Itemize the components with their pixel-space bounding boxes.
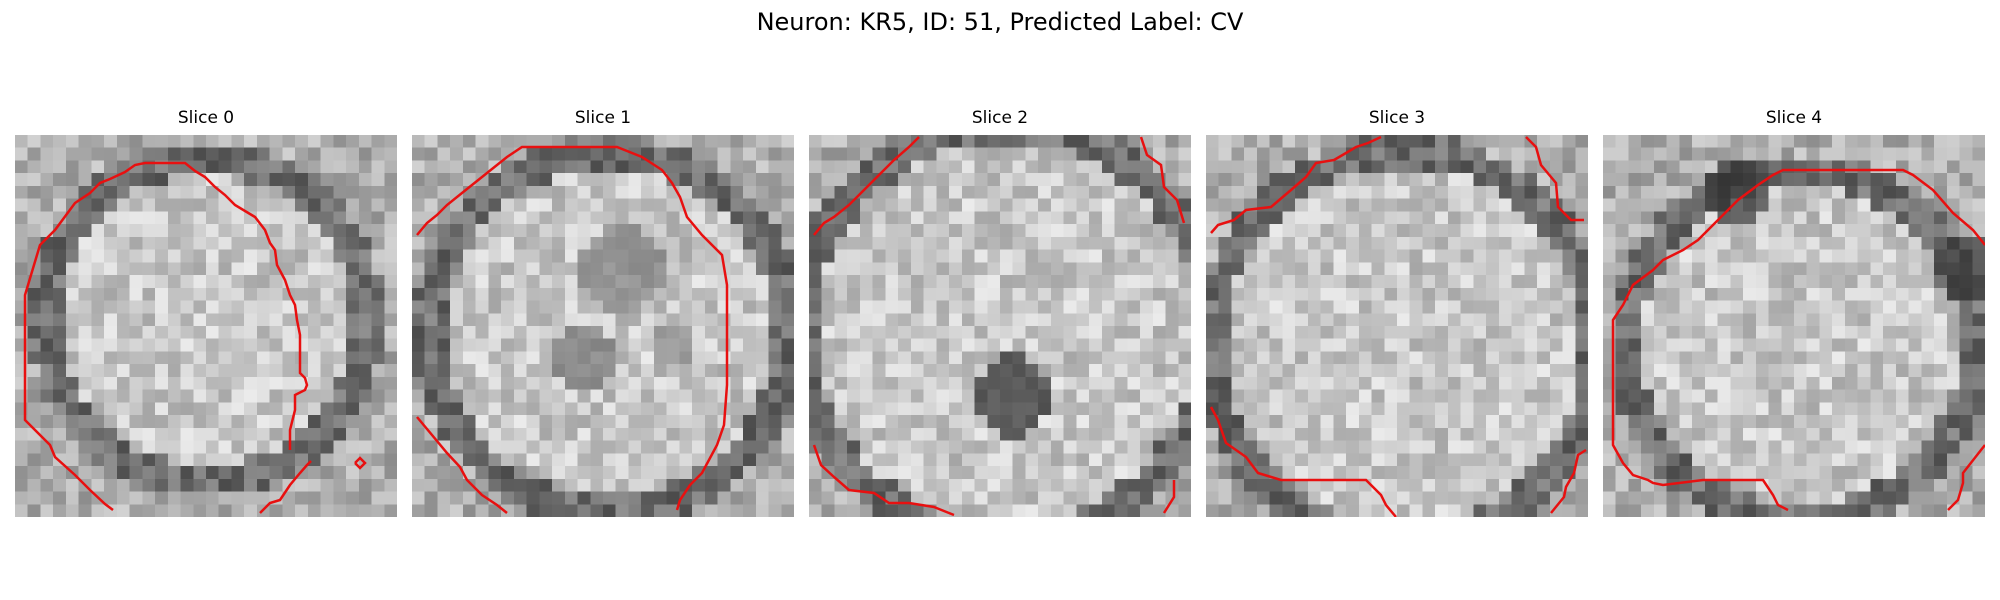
slice-title: Slice 2 [971, 108, 1029, 128]
contour-line [1947, 444, 1985, 511]
slice-title: Slice 4 [1765, 108, 1823, 128]
figure-title: Neuron: KR5, ID: 51, Predicted Label: CV [756, 8, 1244, 36]
contour-line [1139, 136, 1186, 224]
contour-overlay [1209, 135, 1587, 517]
contour-line [416, 145, 729, 511]
contour-line [1162, 480, 1176, 514]
slice-image [1206, 135, 1588, 517]
contour-overlay [416, 145, 729, 514]
grayscale-texture [1206, 135, 1588, 517]
contour-line [1209, 406, 1397, 517]
contour-line [1525, 136, 1584, 222]
contour-overlay [812, 136, 1186, 517]
contour-line [416, 416, 508, 514]
contour-line [1611, 168, 1985, 512]
slice-title: Slice 0 [177, 108, 235, 128]
grayscale-texture [1603, 135, 1985, 517]
contour-line [1550, 448, 1587, 514]
contour-line [813, 136, 920, 236]
slice-title: Slice 1 [574, 108, 632, 128]
slice-image [809, 135, 1191, 517]
contour-overlay [1611, 168, 1985, 512]
slice-image [1603, 135, 1985, 517]
contour-overlay [23, 161, 367, 514]
contour-line [259, 460, 312, 514]
grayscale-texture [809, 135, 1191, 517]
slice-image [412, 135, 794, 517]
slice-image [15, 135, 397, 517]
grayscale-texture [15, 135, 397, 517]
contour-line [354, 456, 367, 470]
contour-line [23, 161, 309, 511]
grayscale-texture [412, 135, 794, 517]
contour-line [812, 444, 955, 517]
contour-line [1210, 135, 1382, 234]
slice-title: Slice 3 [1368, 108, 1426, 128]
